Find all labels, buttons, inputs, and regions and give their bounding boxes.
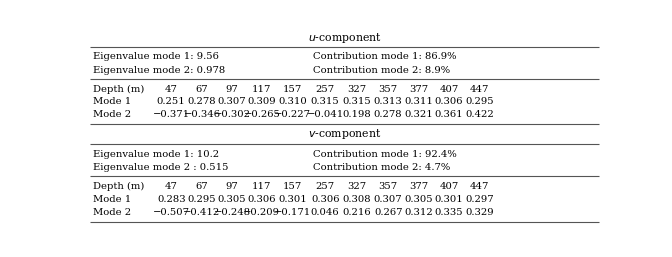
Text: 377: 377: [409, 85, 429, 94]
Text: 0.283: 0.283: [157, 195, 185, 204]
Text: Contribution mode 1: 92.4%: Contribution mode 1: 92.4%: [313, 150, 457, 159]
Text: 0.251: 0.251: [157, 97, 185, 106]
Text: 0.312: 0.312: [405, 208, 433, 217]
Text: Eigenvalue mode 1: 9.56: Eigenvalue mode 1: 9.56: [93, 52, 218, 61]
Text: 0.309: 0.309: [247, 97, 276, 106]
Text: 0.046: 0.046: [311, 208, 339, 217]
Text: −0.209: −0.209: [243, 208, 280, 217]
Text: −0.302: −0.302: [214, 110, 251, 119]
Text: $v$-component: $v$-component: [308, 127, 381, 142]
Text: 447: 447: [470, 85, 489, 94]
Text: $u$-component: $u$-component: [308, 31, 381, 44]
Text: 117: 117: [252, 182, 271, 191]
Text: Depth (m): Depth (m): [93, 182, 144, 191]
Text: 407: 407: [439, 85, 459, 94]
Text: 327: 327: [347, 85, 366, 94]
Text: 257: 257: [316, 85, 335, 94]
Text: 0.295: 0.295: [187, 195, 216, 204]
Text: 0.305: 0.305: [405, 195, 433, 204]
Text: 0.313: 0.313: [374, 97, 403, 106]
Text: −0.227: −0.227: [274, 110, 311, 119]
Text: 0.308: 0.308: [343, 195, 371, 204]
Text: 0.306: 0.306: [435, 97, 463, 106]
Text: 0.295: 0.295: [465, 97, 494, 106]
Text: 67: 67: [196, 85, 208, 94]
Text: −0.041: −0.041: [306, 110, 344, 119]
Text: 0.278: 0.278: [187, 97, 216, 106]
Text: Mode 2: Mode 2: [93, 110, 131, 119]
Text: 117: 117: [252, 85, 271, 94]
Text: 97: 97: [226, 85, 239, 94]
Text: 0.198: 0.198: [343, 110, 371, 119]
Text: 0.310: 0.310: [278, 97, 307, 106]
Text: 357: 357: [378, 182, 398, 191]
Text: Contribution mode 1: 86.9%: Contribution mode 1: 86.9%: [313, 52, 457, 61]
Text: −0.371: −0.371: [153, 110, 190, 119]
Text: Contribution mode 2: 8.9%: Contribution mode 2: 8.9%: [313, 66, 450, 75]
Text: 157: 157: [283, 182, 302, 191]
Text: 0.278: 0.278: [374, 110, 403, 119]
Text: Eigenvalue mode 2: 0.978: Eigenvalue mode 2: 0.978: [93, 66, 225, 75]
Text: −0.265: −0.265: [243, 110, 280, 119]
Text: 0.267: 0.267: [374, 208, 403, 217]
Text: 327: 327: [347, 182, 366, 191]
Text: 157: 157: [283, 85, 302, 94]
Text: 407: 407: [439, 182, 459, 191]
Text: 0.315: 0.315: [343, 97, 371, 106]
Text: 257: 257: [316, 182, 335, 191]
Text: Depth (m): Depth (m): [93, 85, 144, 94]
Text: 0.216: 0.216: [343, 208, 371, 217]
Text: 377: 377: [409, 182, 429, 191]
Text: 0.305: 0.305: [218, 195, 247, 204]
Text: −0.248: −0.248: [214, 208, 251, 217]
Text: 0.315: 0.315: [310, 97, 339, 106]
Text: Mode 1: Mode 1: [93, 97, 131, 106]
Text: −0.412: −0.412: [183, 208, 220, 217]
Text: 447: 447: [470, 182, 489, 191]
Text: 0.329: 0.329: [465, 208, 494, 217]
Text: 0.301: 0.301: [278, 195, 307, 204]
Text: Mode 2: Mode 2: [93, 208, 131, 217]
Text: 0.297: 0.297: [465, 195, 494, 204]
Text: 47: 47: [165, 182, 177, 191]
Text: Mode 1: Mode 1: [93, 195, 131, 204]
Text: −0.171: −0.171: [274, 208, 311, 217]
Text: 0.321: 0.321: [405, 110, 433, 119]
Text: 357: 357: [378, 85, 398, 94]
Text: 0.422: 0.422: [465, 110, 494, 119]
Text: 0.361: 0.361: [435, 110, 464, 119]
Text: Eigenvalue mode 1: 10.2: Eigenvalue mode 1: 10.2: [93, 150, 219, 159]
Text: Contribution mode 2: 4.7%: Contribution mode 2: 4.7%: [313, 163, 450, 172]
Text: 0.306: 0.306: [247, 195, 276, 204]
Text: 0.335: 0.335: [435, 208, 464, 217]
Text: −0.507: −0.507: [153, 208, 190, 217]
Text: 0.301: 0.301: [435, 195, 464, 204]
Text: 0.307: 0.307: [218, 97, 247, 106]
Text: 0.311: 0.311: [405, 97, 433, 106]
Text: 0.306: 0.306: [311, 195, 339, 204]
Text: 47: 47: [165, 85, 177, 94]
Text: Eigenvalue mode 2 : 0.515: Eigenvalue mode 2 : 0.515: [93, 163, 228, 172]
Text: 0.307: 0.307: [374, 195, 403, 204]
Text: 97: 97: [226, 182, 239, 191]
Text: 67: 67: [196, 182, 208, 191]
Text: −0.346: −0.346: [183, 110, 220, 119]
